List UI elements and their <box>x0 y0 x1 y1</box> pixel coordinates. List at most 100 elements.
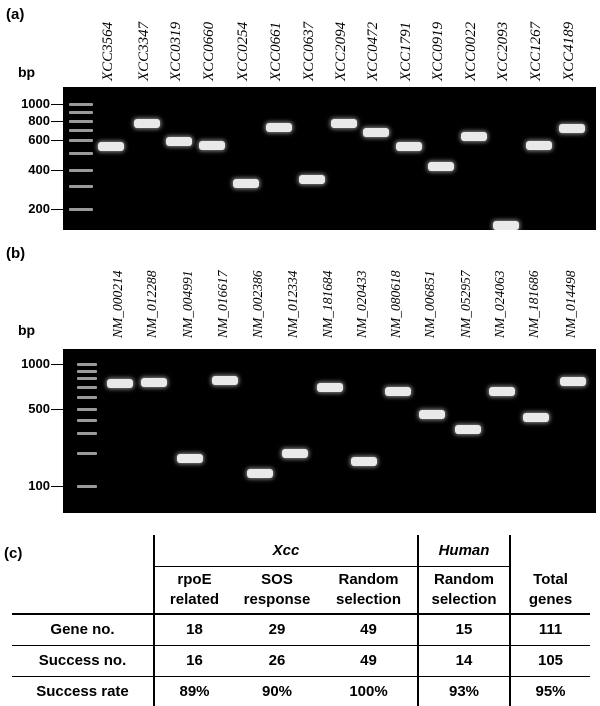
ladder-label: 100 <box>28 478 50 493</box>
ladder-band <box>69 169 93 172</box>
table-row: Gene no. 18 29 49 15 111 <box>12 614 590 646</box>
column-header: SOS response <box>234 566 320 615</box>
lane-label: NM_000214 <box>110 270 125 339</box>
lane-label: NM_014498 <box>563 270 578 339</box>
table-cell: 14 <box>417 645 510 677</box>
lane-label: XCC2093 <box>495 21 511 81</box>
lane-label: XCC1267 <box>528 21 544 81</box>
lane-label: XCC4189 <box>561 21 577 81</box>
panel-b-label: (b) <box>6 245 26 262</box>
table-cell: 95% <box>509 676 590 706</box>
ladder-band <box>77 485 97 488</box>
lane-label: XCC1791 <box>398 21 414 81</box>
ladder-band <box>77 369 97 373</box>
lane-label: XCC0472 <box>365 21 381 81</box>
gel-band <box>98 142 124 152</box>
table-cell: 49 <box>320 645 418 677</box>
row-label: Gene no. <box>12 614 154 646</box>
gel-band <box>233 178 259 188</box>
lane-label: NM_012334 <box>285 270 300 339</box>
table-corner <box>12 535 154 566</box>
gel-band <box>317 383 343 393</box>
ladder-band <box>77 363 97 366</box>
ladder-tick <box>51 121 63 122</box>
gel-band <box>419 410 445 420</box>
ladder-band <box>69 152 93 156</box>
ladder-band <box>69 103 93 106</box>
lane-label: XCC0660 <box>201 21 217 81</box>
ladder-label: 800 <box>28 113 50 128</box>
gel-band <box>107 378 133 388</box>
ladder-tick <box>51 364 63 365</box>
lane-label: XCC0919 <box>430 21 446 81</box>
ladder-band <box>69 185 93 189</box>
table-row: Success rate 89% 90% 100% 93% 95% <box>12 676 590 706</box>
gel-band <box>331 118 357 128</box>
lane-label: NM_002386 <box>250 270 265 339</box>
lane-label: NM_080618 <box>388 270 403 339</box>
panel-b-bp-label: bp <box>18 322 36 338</box>
table-cell: 100% <box>349 682 388 700</box>
lane-label: NM_181686 <box>526 270 541 339</box>
group-header-human: Human <box>417 535 510 567</box>
table-cell: 89% <box>153 676 234 706</box>
lane-label: XCC3347 <box>136 21 152 81</box>
ladder-label: 500 <box>28 401 50 416</box>
ladder-label: 200 <box>28 201 50 216</box>
ladder-tick <box>51 170 63 171</box>
group-header-xcc: Xcc <box>153 535 418 567</box>
gel-band <box>396 142 422 152</box>
gel-band <box>134 118 160 128</box>
row-label: Success rate <box>36 682 129 700</box>
gel-band <box>493 221 519 230</box>
column-header: Total genes <box>509 566 590 615</box>
lane-label: XCC0022 <box>463 21 479 81</box>
ladder-band <box>69 208 93 211</box>
ladder-band <box>69 139 93 142</box>
gel-band <box>166 137 192 147</box>
ladder-label: 400 <box>28 162 50 177</box>
lane-label: NM_020433 <box>354 270 369 339</box>
ladder-tick <box>51 486 63 487</box>
ladder-tick <box>51 209 63 210</box>
ladder-label: 1000 <box>21 356 50 371</box>
lane-label: XCC0319 <box>168 21 184 81</box>
gel-band <box>428 162 454 172</box>
ladder-band <box>69 120 93 123</box>
ladder-band <box>77 386 97 390</box>
ladder-tick <box>51 140 63 141</box>
ladder-band <box>77 451 97 455</box>
table-cell: 93% <box>417 676 510 706</box>
lane-label: XCC0254 <box>235 21 251 81</box>
ladder-tick <box>51 104 63 105</box>
ladder-band <box>77 418 97 422</box>
table-cell: 26 <box>234 645 320 677</box>
table-cell: 16 <box>153 645 234 677</box>
column-header: Random selection <box>320 566 418 615</box>
gel-band <box>266 123 292 133</box>
ladder-band <box>69 111 93 115</box>
gel-band <box>212 376 238 386</box>
ladder-band <box>77 396 97 400</box>
gel-band <box>560 376 586 386</box>
gel-band <box>523 413 549 423</box>
gel-band <box>385 386 411 396</box>
ladder-tick <box>51 409 63 410</box>
ladder-band <box>77 377 97 381</box>
gel-band <box>199 141 225 151</box>
lane-label: XCC0661 <box>268 21 284 81</box>
table-cell: 49 <box>320 614 418 646</box>
table-cell: 90% <box>261 682 293 700</box>
table-corner-2 <box>12 566 154 615</box>
gel-band <box>351 456 377 466</box>
panel-a-gel-image <box>63 87 596 230</box>
table-cell: 18 <box>153 614 234 646</box>
ladder-band <box>69 128 93 132</box>
column-header: rpoE related <box>153 566 234 615</box>
lane-label: NM_006851 <box>422 270 437 339</box>
lane-label: NM_052957 <box>458 270 473 339</box>
gel-band <box>559 123 585 133</box>
table-cell: 105 <box>509 645 590 677</box>
lane-label: XCC2094 <box>333 21 349 81</box>
gel-band <box>141 377 167 387</box>
